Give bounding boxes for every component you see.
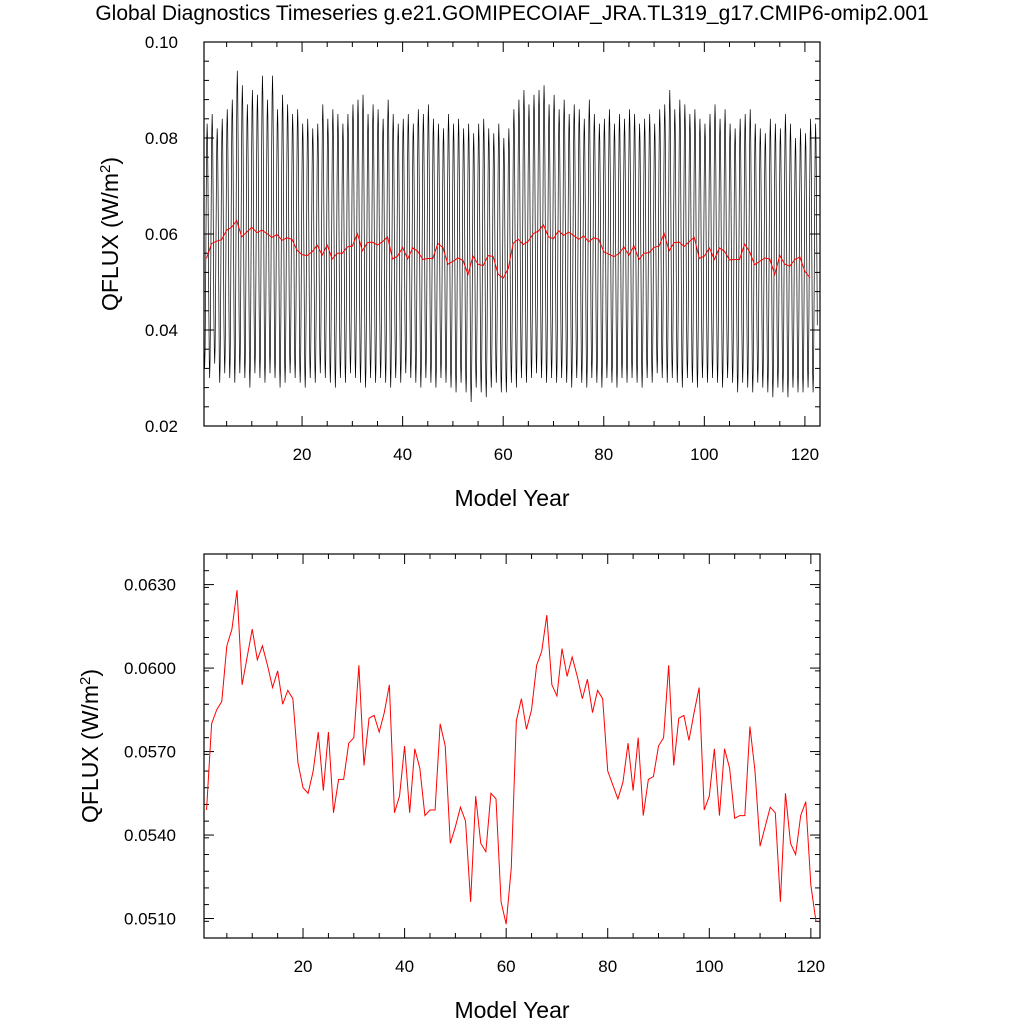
plot-frame — [203, 553, 821, 939]
x-tick-label: 120 — [791, 445, 819, 464]
y-tick-label: 0.02 — [145, 417, 178, 436]
page-title: Global Diagnostics Timeseries g.e21.GOMI… — [95, 2, 929, 25]
x-tick-label: 60 — [494, 445, 513, 464]
x-tick-label: 40 — [395, 957, 414, 976]
annual-mean-series-line — [206, 219, 811, 279]
y-tick-label: 0.10 — [145, 33, 178, 52]
x-tick-label: 60 — [497, 957, 516, 976]
y-tick-label: 0.0600 — [124, 659, 176, 678]
x-axis-label: Model Year — [454, 997, 569, 1023]
y-tick-label: 0.0570 — [124, 743, 176, 762]
y-tick-label: 0.08 — [145, 129, 178, 148]
y-tick-label: 0.0540 — [124, 826, 176, 845]
x-tick-label: 80 — [594, 445, 613, 464]
top-panel-chart: 20 40 60 80 100 120 0.02 0.04 0.06 0.08 0.10 Model … — [97, 33, 821, 511]
x-tick-label: 80 — [598, 957, 617, 976]
x-tick-label: 100 — [695, 957, 723, 976]
y-tick-label: 0.0630 — [124, 576, 176, 595]
x-tick-label: 100 — [690, 445, 718, 464]
y-axis-label: QFLUX (W/m2) — [97, 157, 124, 311]
monthly-series-line — [203, 70, 818, 403]
y-axis-label: QFLUX (W/m2) — [77, 669, 104, 823]
x-axis-label: Model Year — [454, 485, 569, 511]
x-tick-label: 120 — [797, 957, 825, 976]
x-tick-label: 40 — [393, 445, 412, 464]
y-tick-label: 0.06 — [145, 225, 178, 244]
y-tick-label: 0.04 — [145, 321, 178, 340]
y-tick-label: 0.0510 — [124, 910, 176, 929]
annual-mean-series-line — [206, 590, 817, 925]
x-tick-label: 20 — [294, 957, 313, 976]
bottom-panel-chart: 20 40 60 80 100 120 0.0510 0.0540 0.0570 0.0600 0.… — [77, 553, 825, 1023]
x-tick-label: 20 — [293, 445, 312, 464]
